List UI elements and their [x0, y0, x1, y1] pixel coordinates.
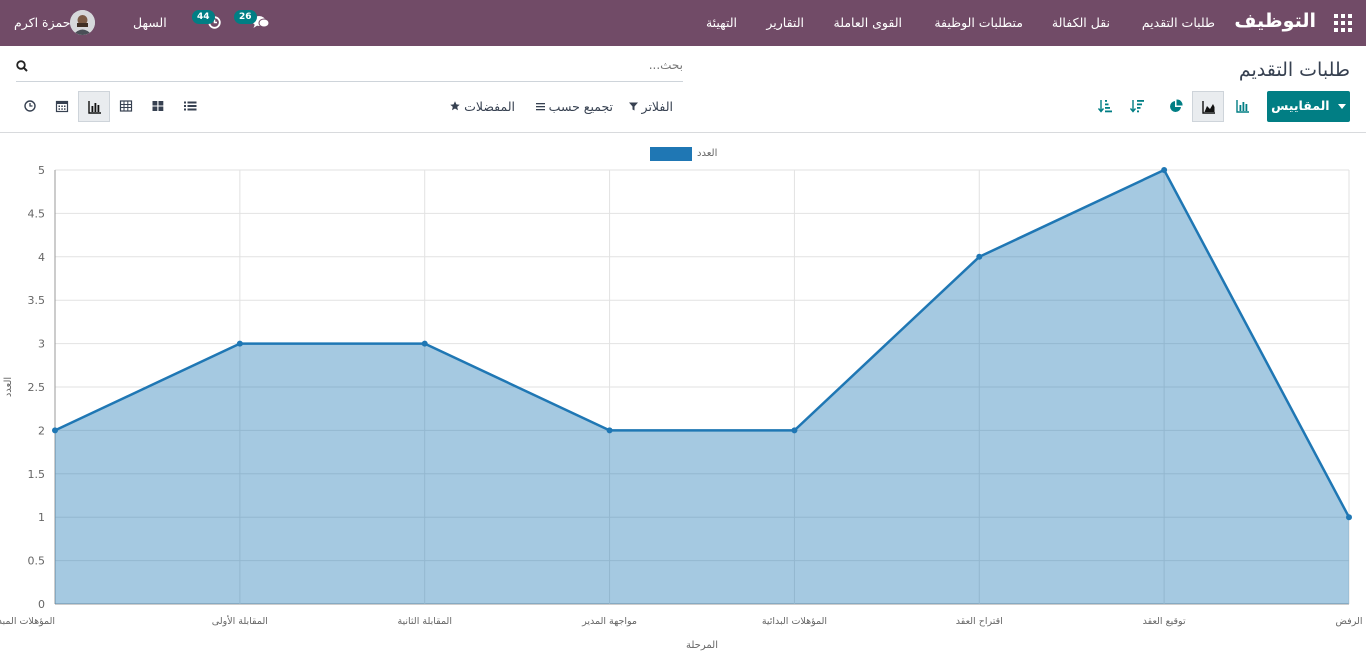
area-chart: المؤهلات المبدئية المقابلة الأولى المقابلة… — [0, 147, 1363, 651]
pie-chart-button[interactable] — [1160, 91, 1192, 122]
groupby-label: تجميع حسب — [548, 99, 613, 114]
bar-chart-icon — [1236, 100, 1249, 113]
favorites-label: المفضلات — [464, 99, 515, 114]
clock-icon — [24, 100, 36, 112]
control-panel: طلبات التقديم المقاييس — [0, 46, 1366, 133]
y-tick-label: 1 — [38, 511, 45, 524]
company-switcher[interactable]: السهل — [133, 15, 167, 30]
top-navbar: التوظيف طلبات التقديم نقل الكفالة متطلبا… — [0, 0, 1366, 46]
data-point[interactable] — [791, 427, 798, 434]
series-line — [54, 168, 1351, 518]
data-point[interactable] — [976, 253, 983, 260]
table-view-icon — [119, 100, 133, 112]
app-title[interactable]: التوظيف — [1234, 10, 1316, 32]
chart-area: المؤهلات المبدئية المقابلة الأولى المقابلة… — [0, 134, 1366, 657]
data-point[interactable] — [606, 427, 613, 434]
list-view-icon — [184, 101, 197, 111]
data-point[interactable] — [236, 340, 243, 347]
menu-reports[interactable]: التقارير — [766, 15, 804, 30]
measures-button[interactable]: المقاييس — [1267, 91, 1350, 122]
menu-applications[interactable]: طلبات التقديم — [1141, 15, 1215, 30]
area-chart-icon — [1202, 101, 1215, 114]
messages-button[interactable]: 26 — [234, 10, 274, 34]
y-tick-label: 0 — [38, 598, 45, 611]
filter-icon — [628, 102, 638, 111]
user-name[interactable]: حمزة اكرم — [14, 15, 71, 30]
menu-workforce[interactable]: القوى العاملة — [833, 15, 902, 30]
y-tick-label: 3.5 — [28, 294, 46, 307]
menu-configuration[interactable]: التهيئة — [705, 15, 737, 30]
area-chart-button[interactable] — [1192, 91, 1224, 122]
pivot-view-button[interactable] — [110, 91, 142, 122]
filters-label: الفلاتر — [641, 99, 673, 114]
data-point[interactable] — [1161, 167, 1168, 173]
data-point[interactable] — [52, 427, 58, 434]
activity-view-button[interactable] — [14, 91, 46, 122]
filters-button[interactable]: الفلاتر — [628, 99, 673, 114]
list-view-button[interactable] — [174, 91, 206, 122]
apps-menu-icon[interactable] — [1334, 14, 1352, 32]
x-tick-label: توقيع العقد — [1143, 616, 1186, 627]
y-tick-label: 2.5 — [28, 381, 46, 394]
y-tick-label: 2 — [38, 424, 45, 437]
x-tick-label: اقتراح العقد — [956, 616, 1003, 627]
measures-label: المقاييس — [1271, 98, 1330, 113]
graph-view-button[interactable] — [78, 91, 110, 122]
legend-swatch — [650, 147, 692, 161]
search-bar — [16, 56, 683, 82]
activities-badge: 44 — [192, 10, 215, 24]
x-tick-label: المؤهلات البدائية — [762, 616, 827, 627]
sort-descending-icon — [1130, 100, 1144, 113]
messages-badge: 26 — [234, 10, 257, 24]
star-icon — [450, 101, 460, 111]
sort-descending-button[interactable] — [1121, 91, 1153, 122]
x-tick-label: المقابلة الأولى — [212, 615, 268, 627]
list-lines-icon — [535, 103, 545, 111]
user-avatar[interactable] — [70, 10, 95, 35]
y-tick-label: 1.5 — [28, 468, 46, 481]
y-tick-label: 0.5 — [28, 555, 46, 568]
search-icon[interactable] — [16, 60, 28, 72]
kanban-view-button[interactable] — [142, 91, 174, 122]
y-tick-label: 5 — [38, 164, 45, 177]
series-area-fill — [55, 170, 1349, 604]
favorites-button[interactable]: المفضلات — [450, 99, 515, 114]
page-title: طلبات التقديم — [1238, 59, 1350, 81]
activities-button[interactable]: 44 — [192, 10, 232, 34]
caret-down-icon — [1337, 104, 1346, 109]
calendar-icon — [55, 100, 69, 113]
user-photo-icon — [70, 10, 95, 35]
data-point[interactable] — [421, 340, 428, 347]
x-tick-label: الرفض — [1336, 616, 1363, 627]
legend-label: العدد — [697, 148, 717, 159]
x-tick-label: المؤهلات المبدئية — [0, 616, 55, 627]
bar-chart-button[interactable] — [1227, 91, 1259, 122]
y-tick-label: 3 — [38, 338, 45, 351]
y-tick-label: 4 — [38, 251, 45, 264]
menu-job-requirements[interactable]: متطلبات الوظيفة — [934, 15, 1023, 30]
kanban-view-icon — [152, 101, 164, 111]
x-axis-label: المرحلة — [686, 640, 718, 651]
y-tick-label: 4.5 — [28, 207, 46, 220]
menu-sponsorship-transfer[interactable]: نقل الكفالة — [1051, 15, 1110, 30]
groupby-button[interactable]: تجميع حسب — [535, 99, 613, 114]
sort-ascending-icon — [1098, 100, 1112, 113]
x-tick-label: مواجهة المدير — [581, 616, 637, 627]
search-input[interactable] — [63, 58, 683, 72]
pie-chart-icon — [1170, 99, 1183, 112]
y-axis-label: العدد — [3, 377, 14, 397]
x-tick-label: المقابلة الثانية — [397, 616, 452, 627]
bar-chart-icon — [88, 101, 101, 114]
data-point[interactable] — [1346, 514, 1352, 521]
calendar-view-button[interactable] — [46, 91, 78, 122]
sort-ascending-button[interactable] — [1089, 91, 1121, 122]
